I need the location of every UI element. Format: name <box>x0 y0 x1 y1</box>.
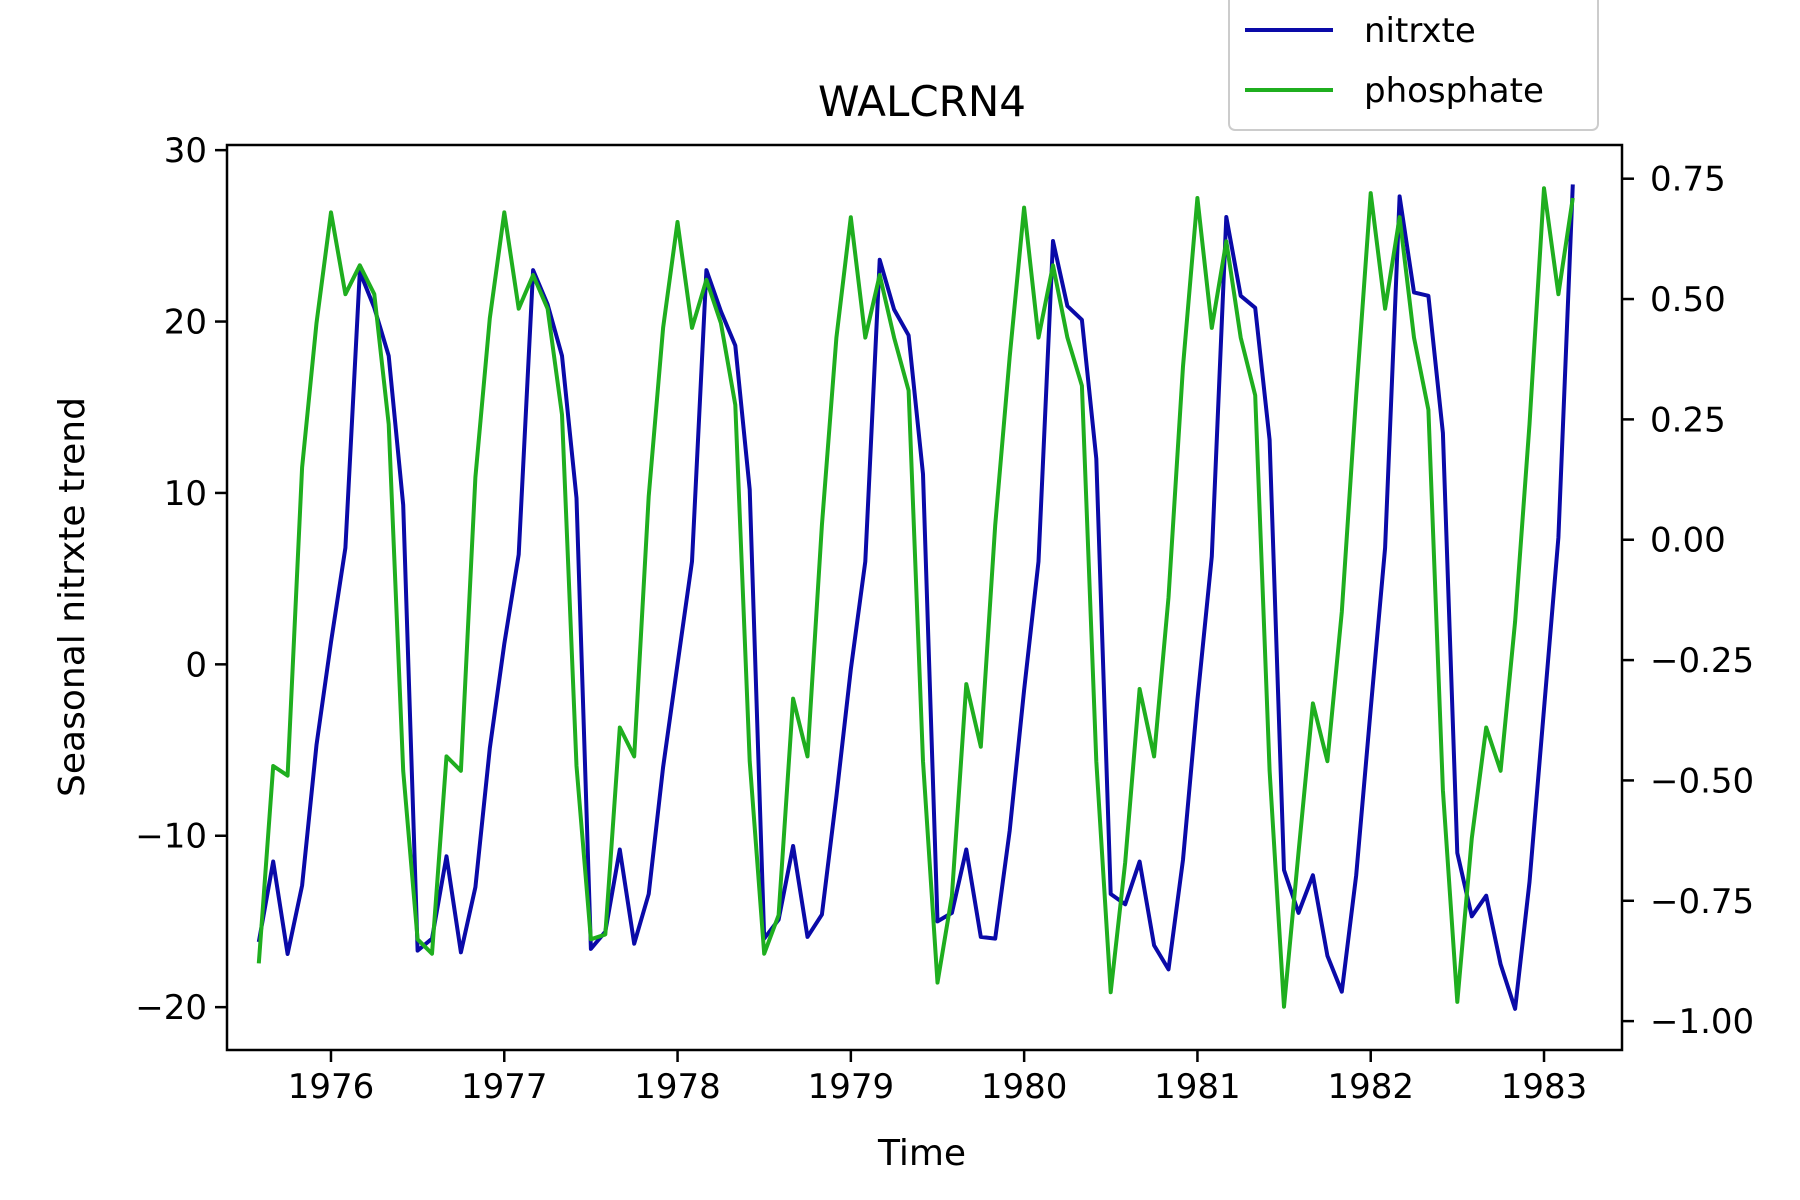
x-tick-label: 1983 <box>1501 1067 1588 1107</box>
x-tick-label: 1979 <box>808 1067 895 1107</box>
plot-lines <box>256 184 1575 1011</box>
x-tick-label: 1981 <box>1154 1067 1241 1107</box>
x-tick-label: 1977 <box>461 1067 548 1107</box>
chart-title: WALCRN4 <box>818 77 1026 126</box>
y-axis-right-ticks: −1.00 −0.75 −0.50 −0.25 0.00 0.25 0.50 0.75 <box>1622 160 1754 1042</box>
y2-tick-label: 0.00 <box>1650 521 1726 561</box>
x-axis-ticks: 1976 1977 1978 1979 1980 1981 1982 1983 <box>288 1050 1588 1107</box>
y2-tick-label: 0.50 <box>1650 280 1726 320</box>
y-tick-label: −10 <box>135 817 207 857</box>
legend-label-phosphate: phosphate <box>1364 71 1544 111</box>
legend-box <box>1228 0 1599 131</box>
y2-tick-label: 0.25 <box>1650 400 1726 440</box>
x-tick-label: 1978 <box>634 1067 721 1107</box>
x-tick-label: 1980 <box>981 1067 1068 1107</box>
y-axis-left-ticks: −20 −10 0 10 20 30 <box>135 131 227 1028</box>
series-line-phosphate <box>256 186 1575 1009</box>
legend: nitrxte phosphate <box>1228 0 1599 131</box>
x-tick-label: 1976 <box>288 1067 375 1107</box>
y-tick-label: 30 <box>164 131 207 171</box>
y2-tick-label: 0.75 <box>1650 160 1726 200</box>
y-tick-label: 10 <box>164 474 207 514</box>
x-tick-label: 1982 <box>1327 1067 1414 1107</box>
y2-tick-label: −0.75 <box>1650 882 1754 922</box>
series-line-nitrxte <box>256 184 1575 1011</box>
y-tick-label: 0 <box>185 645 207 685</box>
y-axis-label: Seasonal nitrxte trend <box>52 397 93 797</box>
legend-label-nitrxte: nitrxte <box>1364 11 1476 51</box>
y2-tick-label: −0.50 <box>1650 761 1754 801</box>
y2-tick-label: −1.00 <box>1650 1002 1754 1042</box>
y-tick-label: −20 <box>135 988 207 1028</box>
y2-tick-label: −0.25 <box>1650 641 1754 681</box>
y-tick-label: 20 <box>164 303 207 343</box>
x-axis-label: Time <box>877 1133 966 1174</box>
plot-frame <box>225 143 1624 1052</box>
